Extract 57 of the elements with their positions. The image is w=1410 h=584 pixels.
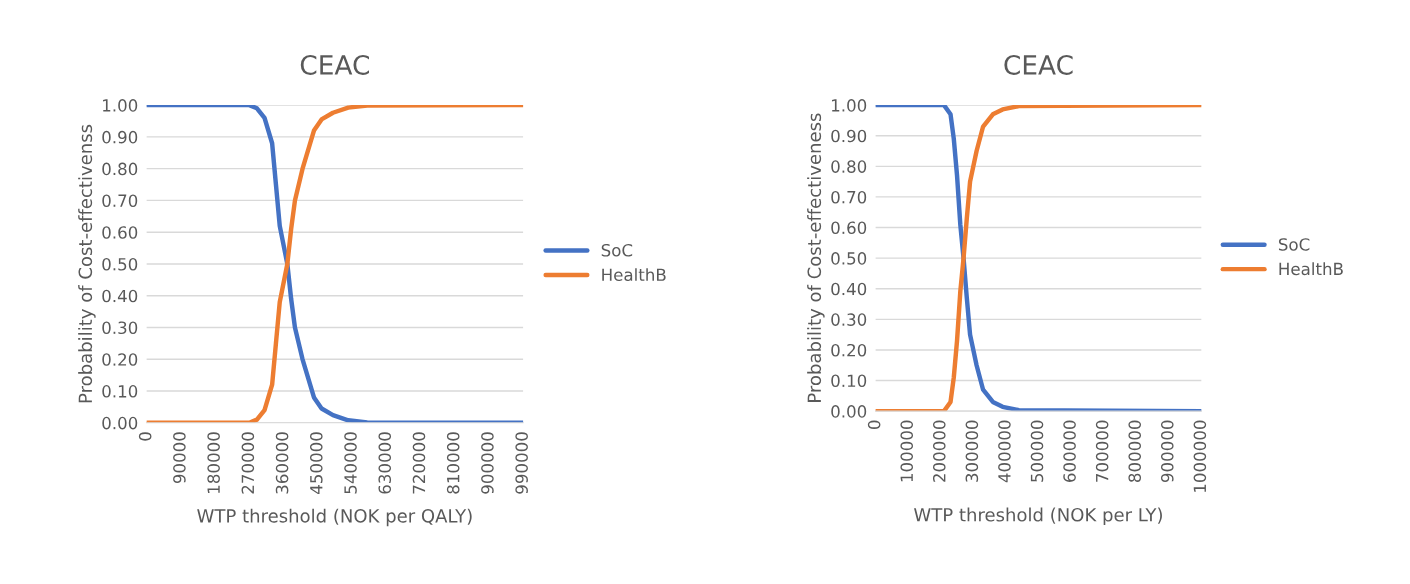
x-tick-label: 900000: [481, 432, 494, 494]
y-axis-title: Probability of Cost-effectiveness: [807, 113, 825, 402]
x-tick-label: 180000: [207, 432, 220, 493]
y-tick-label: 0.60: [102, 226, 138, 239]
chart-title: CEAC: [300, 54, 369, 75]
y-tick-label: 0.70: [831, 190, 867, 204]
x-tick-label: 630000: [378, 432, 392, 494]
y-tick-label: 0.10: [102, 385, 138, 398]
legend-label: SoC: [601, 243, 633, 257]
x-axis-title: WTP threshold (NOK per LY): [914, 507, 1162, 526]
x-tick-label: 1000000: [1193, 420, 1207, 492]
x-tick-label: 270000: [241, 432, 255, 494]
line-series: [146, 105, 524, 423]
y-tick-label: 1.00: [832, 99, 867, 112]
x-axis-title: WTP threshold (NOK per QALY): [197, 508, 472, 527]
x-tick-label: 0: [138, 432, 152, 441]
y-tick-label: 0.20: [831, 343, 867, 357]
x-tick-label: 700000: [1095, 420, 1109, 482]
legend-label: SoC: [1278, 238, 1310, 251]
y-tick-label: 0.40: [102, 289, 138, 303]
chart-title: CEAC: [1004, 54, 1073, 75]
x-tick-label: 500000: [1030, 420, 1044, 482]
y-tick-label: 0.50: [102, 257, 138, 271]
x-tick-label: 0: [867, 420, 881, 429]
y-tick-label: 0.10: [831, 374, 867, 388]
y-tick-label: 0.30: [102, 321, 138, 335]
y-tick-label: 0.90: [102, 130, 138, 144]
x-tick-label: 540000: [344, 432, 357, 494]
legend-label: HealthB: [602, 268, 666, 282]
y-tick-label: 0.70: [102, 194, 138, 207]
x-tick-label: 800000: [1128, 420, 1142, 482]
x-tick-label: 400000: [998, 420, 1011, 483]
y-tick-label: 0.80: [831, 160, 867, 173]
y-tick-label: 0.00: [102, 416, 138, 430]
line-series: [875, 105, 1202, 412]
y-tick-label: 1.00: [103, 99, 138, 112]
x-tick-label: 100000: [900, 420, 914, 482]
x-tick-label: 450000: [309, 432, 323, 494]
x-tick-label: 360000: [275, 432, 289, 494]
y-tick-label: 0.50: [831, 252, 867, 265]
x-tick-label: 600000: [1063, 420, 1076, 482]
x-tick-label: 990000: [515, 432, 528, 494]
y-tick-label: 0.20: [102, 353, 138, 366]
x-tick-label: 300000: [965, 420, 979, 482]
y-tick-label: 0.40: [831, 282, 867, 296]
y-tick-label: 0.00: [831, 405, 867, 418]
y-tick-label: 0.90: [831, 129, 867, 143]
legend-label: HealthB: [1279, 262, 1343, 276]
y-tick-label: 0.80: [102, 162, 138, 176]
x-tick-label: 200000: [932, 420, 946, 482]
x-tick-label: 90000: [173, 432, 186, 484]
y-tick-label: 0.30: [831, 313, 867, 326]
y-axis-title: Probability of Cost-effectivenss: [78, 124, 96, 403]
x-tick-label: 900000: [1160, 420, 1174, 483]
y-tick-label: 0.60: [831, 221, 867, 235]
x-tick-label: 720000: [412, 432, 426, 494]
x-tick-label: 810000: [446, 432, 460, 494]
